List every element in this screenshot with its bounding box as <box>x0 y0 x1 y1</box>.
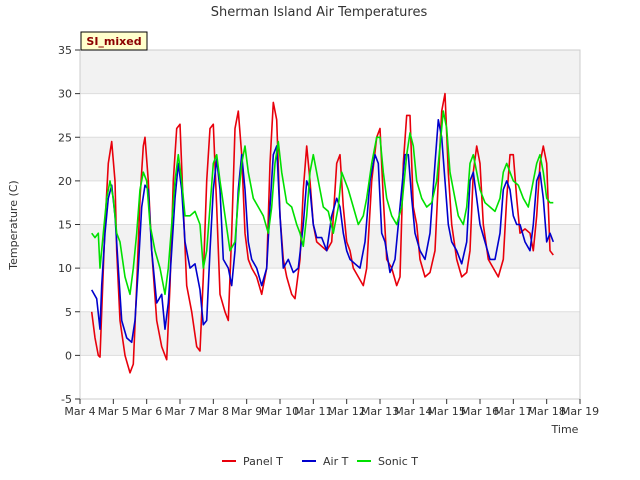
x-tick-label: Mar 4 <box>64 405 95 418</box>
x-tick-label: Mar 12 <box>328 405 366 418</box>
x-tick-label: Mar 19 <box>561 405 599 418</box>
plot-band <box>80 93 580 138</box>
x-tick-label: Mar 11 <box>294 405 332 418</box>
x-tick-label: Mar 5 <box>98 405 129 418</box>
y-tick-label: 35 <box>58 44 72 57</box>
plot-band <box>80 50 580 94</box>
chart-title: Sherman Island Air Temperatures <box>211 5 428 20</box>
y-tick-label: 10 <box>58 262 72 275</box>
series-line-sonic-t <box>91 110 554 296</box>
station-badge-text: SI_mixed <box>86 35 141 48</box>
plot-band <box>80 311 580 356</box>
x-tick-label: Mar 18 <box>528 405 566 418</box>
plot-band <box>80 137 580 181</box>
legend-label: Panel T <box>243 455 283 468</box>
y-axis-ticks: -5 0 5 10 15 20 25 30 35 <box>58 44 80 406</box>
y-axis-label: Temperature (C) <box>7 180 20 270</box>
y-tick-label: 0 <box>65 349 72 362</box>
x-tick-label: Mar 6 <box>131 405 162 418</box>
legend: Panel T Air T Sonic T <box>222 455 418 468</box>
x-tick-label: Mar 17 <box>494 405 532 418</box>
x-tick-label: Mar 10 <box>261 405 299 418</box>
y-tick-label: 5 <box>65 306 72 319</box>
x-tick-label: Mar 8 <box>198 405 229 418</box>
x-tick-label: Mar 13 <box>361 405 399 418</box>
x-tick-label: Mar 7 <box>164 405 195 418</box>
legend-label: Air T <box>323 455 349 468</box>
y-tick-label: 25 <box>58 131 72 144</box>
y-tick-label: 20 <box>58 175 72 188</box>
x-tick-label: Mar 9 <box>231 405 262 418</box>
y-tick-label: 15 <box>58 219 72 232</box>
station-badge: SI_mixed <box>80 31 148 51</box>
x-tick-label: Mar 15 <box>428 405 466 418</box>
station-badge-box <box>80 31 148 51</box>
plot-band <box>80 355 580 399</box>
series-line-air-t <box>91 119 555 344</box>
x-tick-label: Mar 14 <box>394 405 432 418</box>
series-lines <box>90 92 555 374</box>
legend-label: Sonic T <box>378 455 418 468</box>
y-tick-label: -5 <box>61 393 72 406</box>
x-axis-label: Time <box>551 423 579 436</box>
x-tick-label: Mar 16 <box>461 405 499 418</box>
y-tick-label: 30 <box>58 88 72 101</box>
